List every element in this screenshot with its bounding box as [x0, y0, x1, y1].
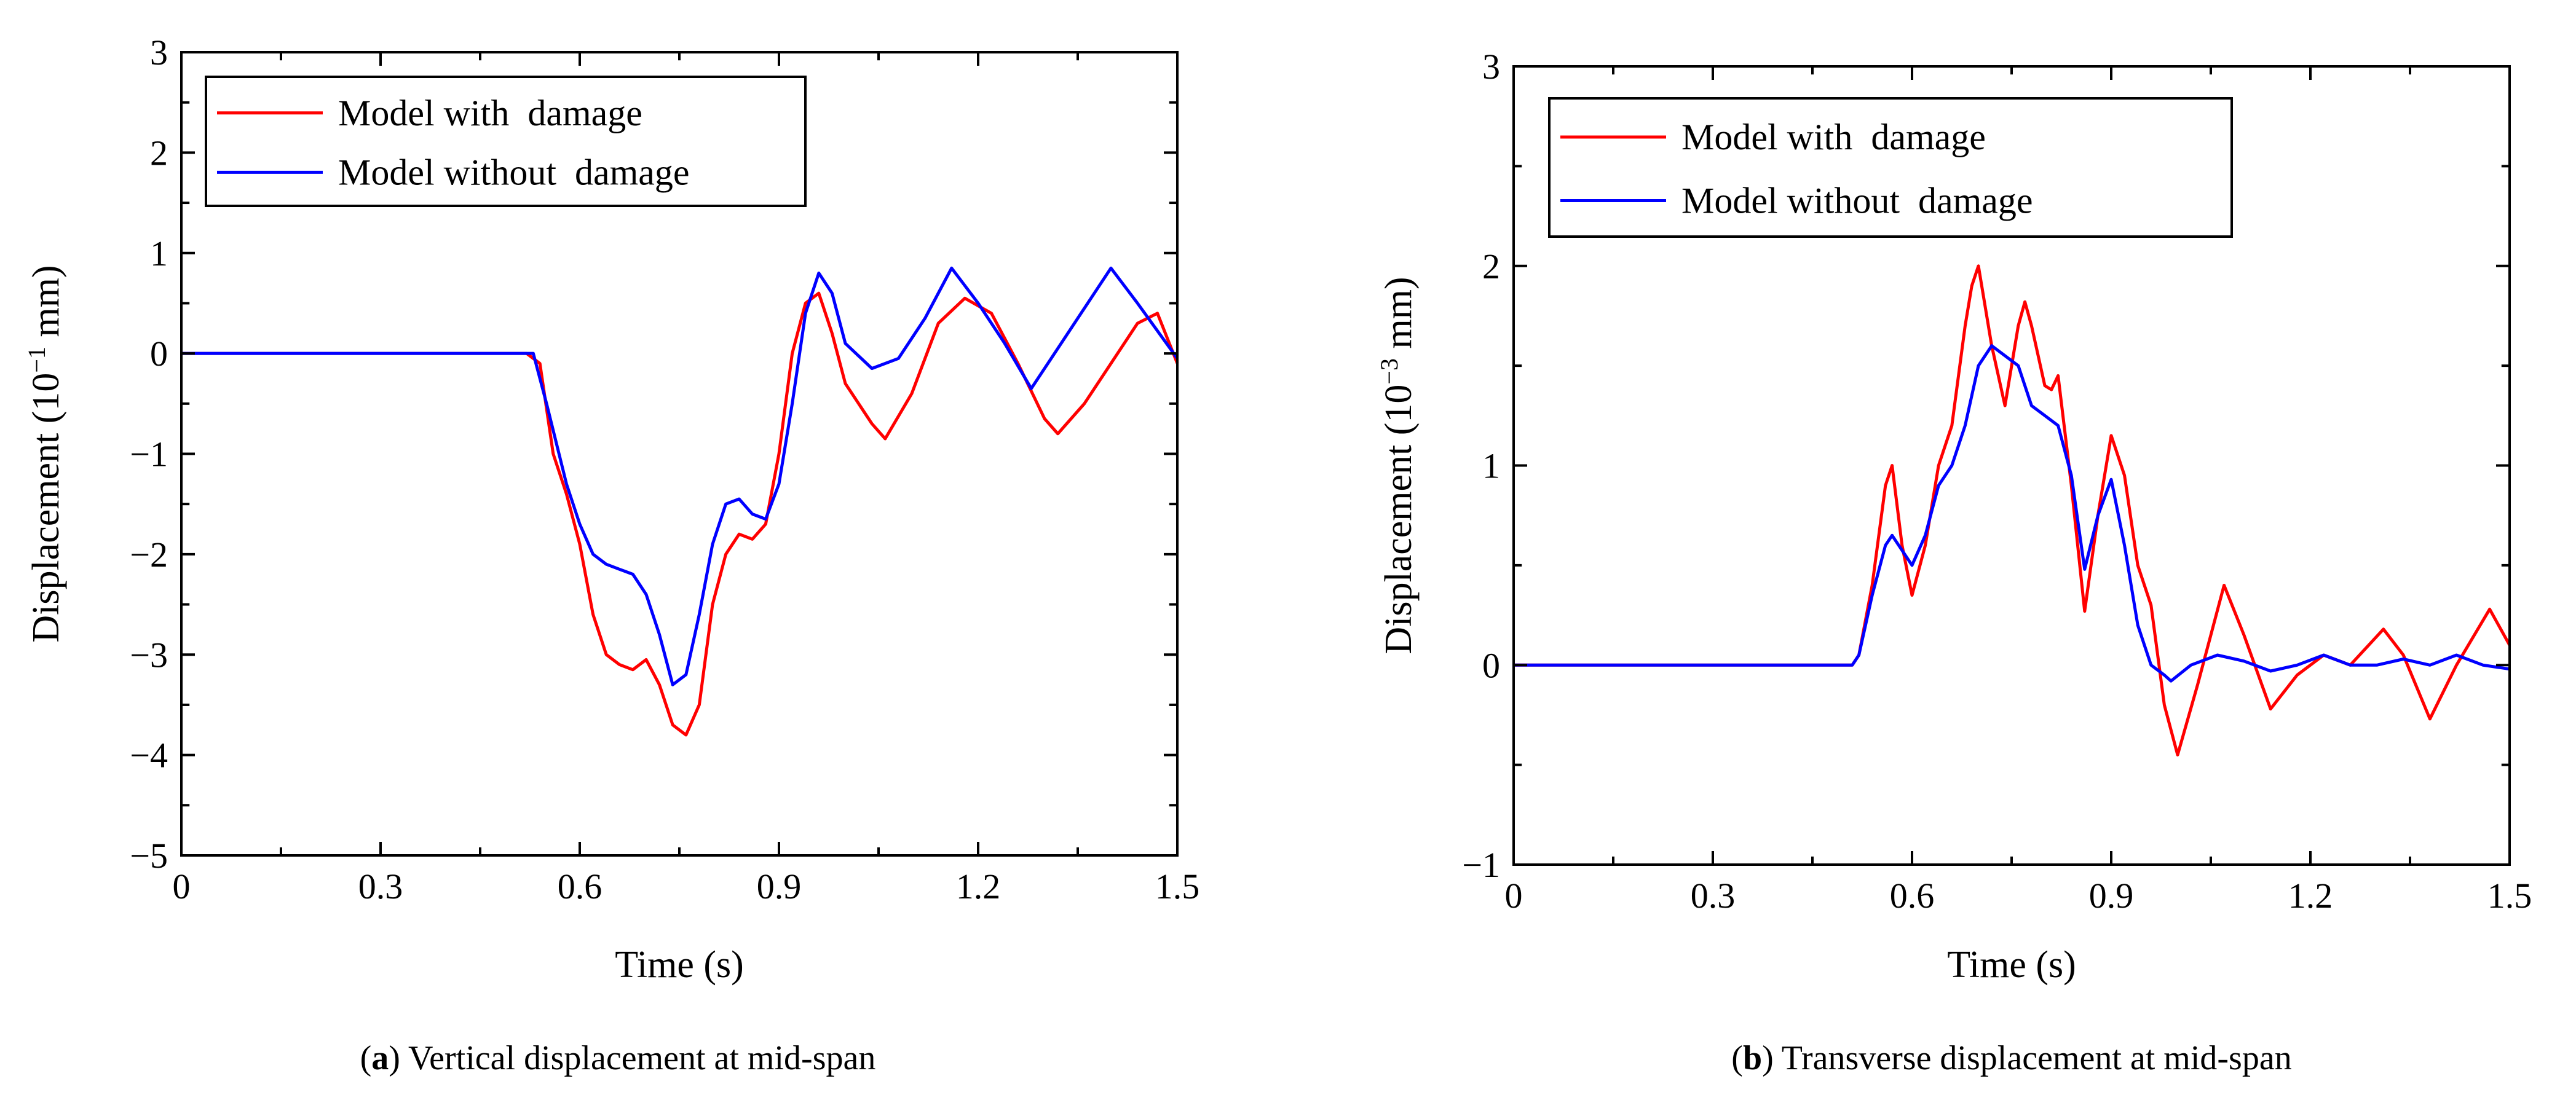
caption-b-letter: b	[1743, 1039, 1762, 1077]
x-tick-label-b: 0.3	[1691, 876, 1736, 916]
series-line-b-without-damage	[1514, 344, 2510, 683]
y-tick-label-a: −5	[130, 836, 168, 876]
y-tick-label-a: 2	[150, 133, 168, 173]
caption-b: (b) Transverse displacement at mid-span	[1731, 1039, 2291, 1077]
legend-label-a-with-damage: Model with damage	[338, 93, 642, 133]
y-tick-label-a: 0	[150, 334, 168, 374]
legend-a: Model with damage Model without damage	[205, 76, 807, 207]
y-tick-label-a: 3	[150, 33, 168, 73]
y-axis-title-b: Displacement (10−3 mm)	[1375, 277, 1420, 654]
y-tick-label-b: −1	[1462, 845, 1500, 885]
caption-a: (a) Vertical displacement at mid-span	[360, 1039, 876, 1077]
series-line-b-with-damage	[1514, 264, 2511, 756]
legend-label-b-without-damage: Model without damage	[1681, 181, 2033, 221]
series-layer-a	[181, 266, 1179, 737]
ticks-a: 0 0.3 0.6 0.9 1.2 1.5 −5 −4 −3 −2 −1 0 1 2 3	[130, 33, 1199, 906]
series-line-a-with-damage	[181, 291, 1179, 737]
x-tick-label-a: 0	[173, 866, 191, 906]
y-tick-label-a: 1	[150, 234, 168, 273]
x-axis-title-b: Time (s)	[1947, 944, 2076, 986]
y-tick-label-a: −2	[130, 535, 168, 575]
y-tick-label-a: −4	[130, 736, 168, 776]
x-tick-label-a: 1.2	[956, 866, 1001, 906]
series-line-a-without-damage	[181, 266, 1179, 686]
y-tick-label-b: 2	[1482, 246, 1500, 286]
y-axis-title-a-unit: mm)	[25, 265, 67, 347]
legend-label-a-without-damage: Model without damage	[338, 152, 690, 192]
y-axis-title-b-exponent: −3	[1375, 358, 1403, 385]
legend-b: Model with damage Model without damage	[1548, 97, 2233, 238]
x-tick-label-a: 0.3	[358, 866, 403, 906]
y-axis-title-b-unit: mm)	[1378, 277, 1420, 358]
legend-box-b	[1548, 97, 2233, 238]
y-axis-title-a-main: Displacement (10	[25, 373, 67, 643]
x-tick-label-b: 1.2	[2288, 876, 2333, 916]
caption-a-text: Vertical displacement at mid-span	[400, 1039, 875, 1077]
x-tick-label-a: 0.9	[757, 866, 802, 906]
x-tick-label-b: 0	[1505, 876, 1523, 916]
legend-box-a	[205, 76, 807, 207]
x-tick-label-b: 1.5	[2487, 876, 2532, 916]
y-tick-label-b: 1	[1482, 446, 1500, 486]
x-tick-label-b: 0.9	[2089, 876, 2134, 916]
y-axis-title-a-exponent: −1	[23, 347, 50, 373]
x-axis-title-a: Time (s)	[615, 944, 744, 986]
x-tick-label-a: 1.5	[1155, 866, 1200, 906]
caption-a-letter: a	[371, 1039, 389, 1077]
caption-b-text: Transverse displacement at mid-span	[1774, 1039, 2292, 1077]
chart-panel-a: 0 0.3 0.6 0.9 1.2 1.5 −5 −4 −3 −2 −1 0 1 2 3 Model wit…	[23, 33, 1200, 1077]
x-tick-label-b: 0.6	[1890, 876, 1935, 916]
y-tick-label-a: −3	[130, 635, 168, 675]
series-layer-b	[1514, 264, 2511, 756]
y-axis-title-a: Displacement (10−1 mm)	[23, 265, 68, 642]
y-tick-label-b: 3	[1482, 47, 1500, 87]
y-axis-title-b-main: Displacement (10	[1378, 385, 1420, 654]
x-tick-label-a: 0.6	[558, 866, 603, 906]
legend-label-b-with-damage: Model with damage	[1681, 117, 1986, 157]
y-tick-label-a: −1	[130, 434, 168, 474]
y-tick-label-b: 0	[1482, 645, 1500, 685]
